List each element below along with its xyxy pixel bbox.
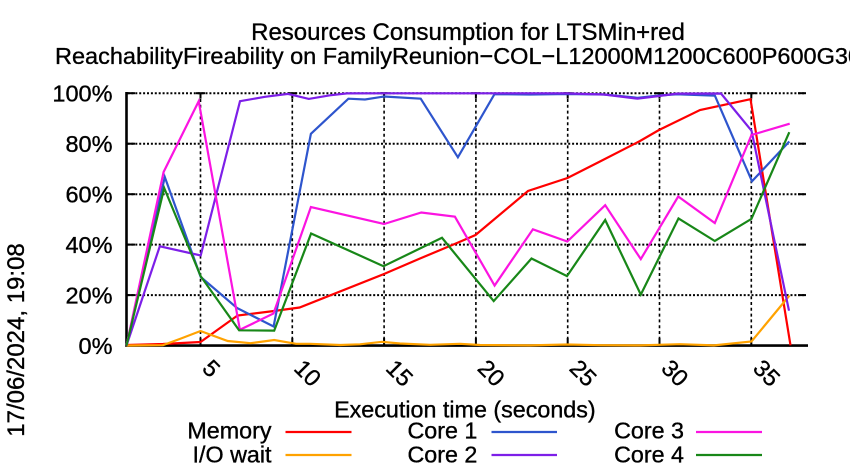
svg-text:20: 20 [473,355,510,392]
svg-text:I/O wait: I/O wait [193,441,272,467]
svg-text:15: 15 [381,355,418,392]
svg-text:5: 5 [197,355,225,383]
svg-text:10: 10 [289,355,326,392]
svg-text:100%: 100% [52,81,112,107]
svg-text:ReachabilityFireability on Fam: ReachabilityFireability on FamilyReunion… [55,43,850,69]
svg-text:Core 1: Core 1 [407,418,477,444]
svg-text:Core 4: Core 4 [614,441,684,467]
svg-text:25: 25 [565,355,602,392]
svg-text:Execution time (seconds): Execution time (seconds) [334,397,596,423]
svg-text:Core 3: Core 3 [614,418,684,444]
svg-text:80%: 80% [65,131,112,157]
svg-text:Core 2: Core 2 [407,441,477,467]
svg-text:17/06/2024, 19:08: 17/06/2024, 19:08 [3,243,30,437]
svg-text:30: 30 [656,355,693,392]
svg-text:35: 35 [748,355,785,392]
svg-text:20%: 20% [65,283,112,309]
svg-text:0%: 0% [79,333,113,359]
svg-text:40%: 40% [65,232,112,258]
svg-text:60%: 60% [65,182,112,208]
svg-text:Memory: Memory [187,418,271,444]
svg-text:Resources Consumption for LTSM: Resources Consumption for LTSMin+red [251,19,685,46]
